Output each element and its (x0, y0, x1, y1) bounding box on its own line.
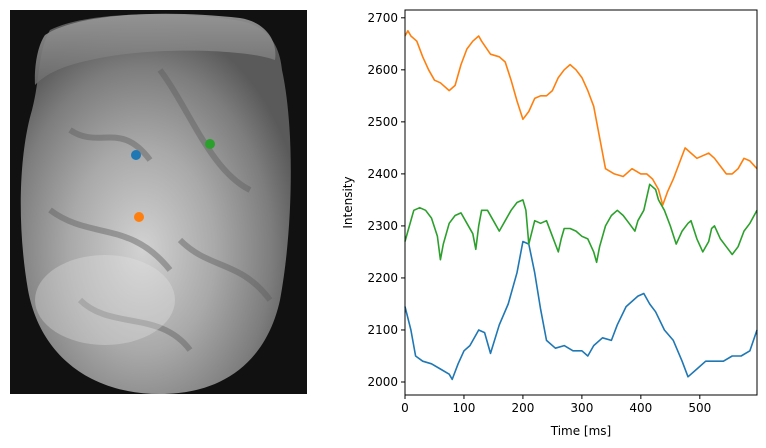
heart-icon (20, 14, 291, 394)
series-line-0 (404, 240, 758, 381)
orange-marker (134, 212, 144, 222)
x-tick-label: 400 (629, 401, 652, 415)
blue-marker (131, 150, 141, 160)
series-line-2 (404, 183, 758, 264)
x-axis-label: Time [ms] (550, 424, 612, 438)
y-tick-label: 2700 (367, 11, 398, 25)
plot-area: 0 100 200 300 400 500 2000 2100 2200 2300 2400 2500… (367, 9, 758, 415)
y-axis-label: Intensity (341, 176, 355, 228)
y-tick-label: 2200 (367, 271, 398, 285)
x-tick-label: 200 (511, 401, 534, 415)
y-tick-label: 2000 (367, 375, 398, 389)
heart-top-icon (34, 13, 276, 85)
x-tick-label: 0 (401, 401, 409, 415)
y-tick-label: 2400 (367, 167, 398, 181)
y-tick-label: 2300 (367, 219, 398, 233)
axes-frame (404, 9, 758, 396)
green-marker (205, 139, 215, 149)
y-tick-label: 2100 (367, 323, 398, 337)
heart-image-panel (10, 10, 307, 394)
x-tick-label: 300 (570, 401, 593, 415)
texture-icon (48, 68, 273, 352)
y-tick-label: 2600 (367, 63, 398, 77)
x-tick-label: 100 (453, 401, 476, 415)
series-line-1 (404, 29, 758, 206)
highlight-icon (35, 255, 175, 345)
x-tick-label: 500 (688, 401, 711, 415)
y-tick-label: 2500 (367, 115, 398, 129)
